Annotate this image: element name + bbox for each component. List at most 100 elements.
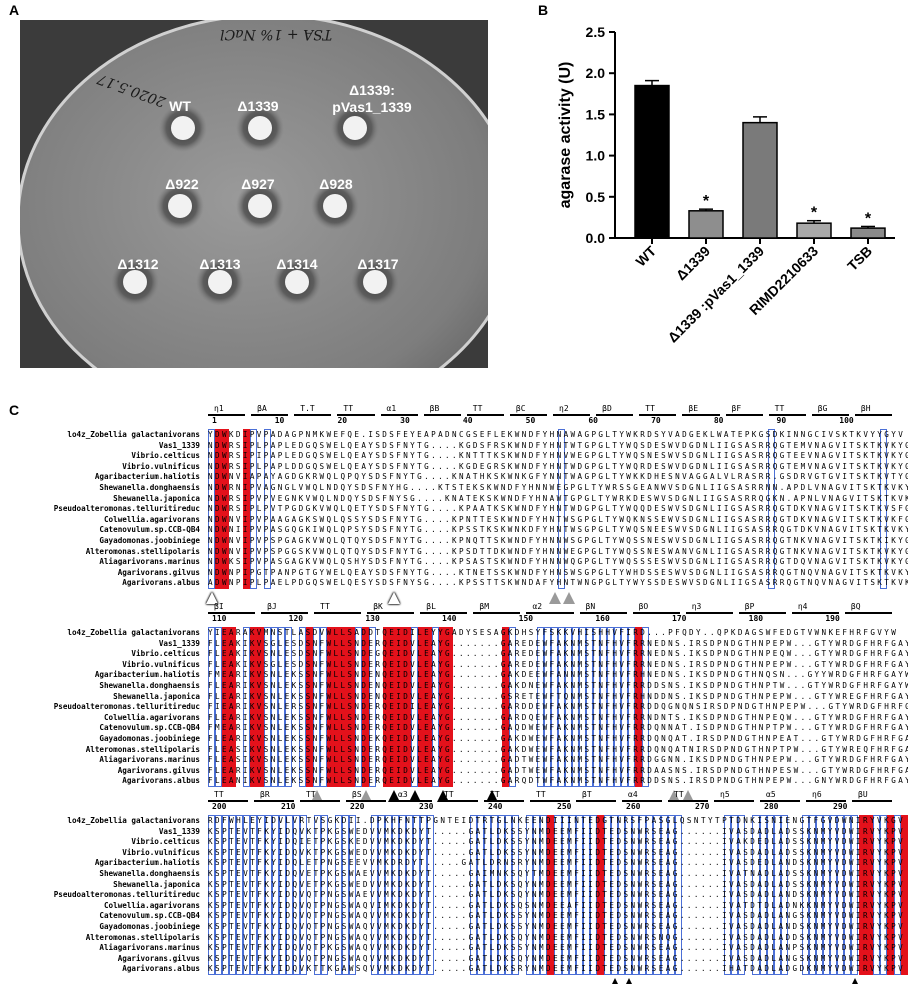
similar-column [398,815,406,975]
secondary-structure-label: βL [426,602,436,611]
bar [850,227,886,239]
conserved-column [306,627,313,787]
sequence-residues: NDWNVIPVPSPGGSKVWQLQTQYSDSFNYTG....KPSDT… [208,546,908,556]
secondary-structure-arrow [420,612,468,614]
similar-column [335,815,343,975]
sequence-residues: YIEARAKVMNSTLASDVWLLSADDTQEIDILEYYGADYSE… [208,628,899,637]
bacterial-colony [208,270,232,294]
position-ruler: 110 120 130 140 150 160 170 180 190 [0,614,919,624]
secondary-structure-arrow [844,612,892,614]
similar-column [229,815,237,975]
conserved-column [362,627,369,787]
bacterial-colony [285,270,309,294]
similar-column [724,815,732,975]
sequence-row: Catenovulum.sp.CCB-QB4 KSPTEVTFKYIDQVQTPN… [0,911,919,921]
secondary-structure-label: βT [582,790,592,799]
secondary-structure-row: η1 βA T.T TT α1 βB TT βC η2 βD TT βE βF TT βG βH [0,404,919,418]
sequence-name: Agaribacterium.haliotis [94,670,200,680]
secondary-structure-label: TT [306,790,316,799]
sequence-residues: NDWRSIPLPAPLEDGQSWELQEAYSDSFNYTG....KGDS… [208,440,908,450]
bar [634,84,670,239]
residue-marker-open [205,592,218,604]
secondary-structure-label: βK [373,602,383,611]
similar-column [509,627,516,787]
sequence-row: lo4z_Zobellia galactanivorans RDFWHLEYIDV… [0,816,919,826]
sequence-name: Shewanella.donghaensis [99,681,200,690]
sequence-row: Agarivorans.albus KSPTEVTFKYIDQVKTTKGAWSQ… [0,964,919,974]
conserved-column [250,627,257,787]
secondary-structure-arrow [668,800,708,802]
sequence-name: Agaribacterium.haliotis [94,858,200,868]
secondary-structure-arrow [526,612,574,614]
ruler-number: 120 [288,614,304,623]
similar-column [572,627,579,787]
similar-column [551,627,558,787]
secondary-structure-label: TT [444,790,454,799]
similar-column [497,815,505,975]
sequence-row: Vibrio.vulnificus KSPTEVTFKYIDQVKTPKGSWED… [0,848,919,858]
secondary-structure-label: α4 [628,790,638,799]
sequence-residues: FLEAKIKVSNLESDSNFWLLSNDEGQEIDVLEAYG.....… [208,649,908,659]
ruler-number: 30 [400,416,410,425]
sequence-name: Vibrio.vulnificus [122,659,200,669]
similar-column [568,815,576,975]
similar-column [593,627,600,787]
ruler-number: 130 [365,614,380,623]
similar-column [766,815,774,975]
similar-column [476,815,484,975]
bacterial-colony [123,270,147,294]
secondary-structure-arrow [714,800,754,802]
sequence-row: Vibrio.vulnificus NDWRSIPLPAPLDDGQSWELQEA… [0,462,919,472]
secondary-structure-arrow [579,612,627,614]
secondary-structure-label: βC [515,404,526,413]
sequence-row: Shewanella.donghaensis KSPTEVTFKYIDQVETPK… [0,869,919,879]
conserved-column [425,627,432,787]
secondary-structure-arrow [367,612,415,614]
ruler-number: 110 [212,614,227,623]
similar-column [208,429,215,589]
sequence-row: Colwellia.agarivorans FLEARIKVSNLEKSSNFWL… [0,713,919,723]
similar-column [321,815,329,975]
similar-column [314,815,322,975]
sequence-residues: KSPTEVTFKYIDQVKTPKGSWEDVVMKDKDYT.....GAT… [208,847,906,857]
secondary-structure-label: βD [602,404,612,413]
secondary-structure-label: α3 [398,790,408,799]
secondary-structure-arrow [596,414,634,416]
x-tick-label: TSB [844,243,875,274]
secondary-structure-label: βE [688,404,699,413]
secondary-structure-label: TT [214,790,224,799]
similar-column [830,815,838,975]
secondary-structure-arrow [208,612,256,614]
similar-column [809,815,817,975]
sequence-residues: FLEARIKVSNLEKSSNFWLLSNDENQEIDVLEAYG.....… [208,681,908,690]
conserved-column [229,627,236,787]
conserved-column [334,627,341,787]
similar-column [879,815,887,975]
y-tick-label: 1.5 [586,106,606,122]
sequence-name: Vibrio.celticus [131,649,200,659]
conserved-column [886,815,894,975]
sequence-residues: KSPTEVTFKYIDQLETPNGSEEVVMKDRDYT.....GATL… [208,858,906,868]
sequence-name: Gayadomonas.joobiniege [99,922,200,931]
secondary-structure-arrow [380,414,418,416]
sequence-residues: KSPTEVTFKYIDQVKTPKGSWEDVVMKDKDYT.....GAT… [208,826,906,836]
strain-label: Δ922 [165,176,199,192]
ruler-number: 160 [595,614,610,623]
bacterial-colony [171,116,195,140]
secondary-structure-arrow [530,800,570,802]
alignment-block: TT βR TT βS α3 TT TT TT βT α4 TT η5 α5 η6 βU 200 210 220 2… [0,786,919,984]
residue-marker-filled [436,790,449,802]
sequence-residues: FLEANIKVSNLEKSSNFWLLSNDERQEIDVLEAYG.....… [208,776,908,786]
sequence-name: Alteromonas.stellipolaris [85,744,200,754]
similar-column [621,627,628,787]
residue-marker-filled [485,790,498,802]
sequence-row: Gayadomonas.joobiniege KSPTEVTFKYIDQVQTPN… [0,922,919,932]
secondary-structure-label: βN [585,602,596,611]
secondary-structure-label: βR [260,790,270,799]
sequence-row: Agarivorans.albus ADWNPIPLPAELPDGQSWELQES… [0,578,919,588]
conserved-column [243,429,250,589]
sequence-residues: YDWKDIPVPADAGPNMKWEFQE.ISDSFEYEAPADNCGSE… [208,430,906,439]
sequence-name: Gayadomonas.joobiniege [99,536,200,545]
ruler-number: 290 [833,802,848,811]
similar-column [526,815,534,975]
